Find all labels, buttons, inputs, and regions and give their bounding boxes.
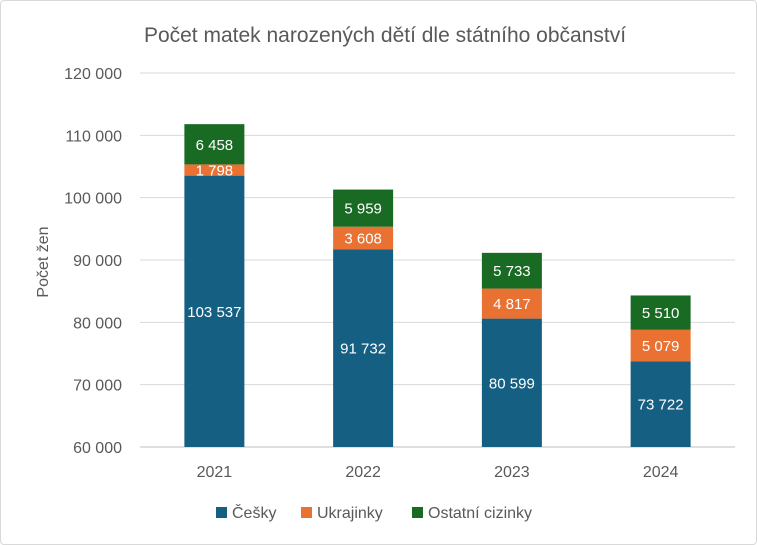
data-label: 6 458 (196, 137, 234, 154)
legend-label: Češky (232, 503, 276, 522)
x-tick-label: 2022 (345, 464, 381, 481)
x-tick-label: 2023 (494, 464, 530, 481)
y-tick-label: 70 000 (73, 378, 122, 395)
bar-ostatní-cizinky-2024 (630, 295, 691, 330)
bar-ukrajinky-2023 (481, 288, 542, 319)
legend-label: Ostatní cizinky (428, 505, 532, 522)
data-label: 5 079 (642, 338, 680, 355)
data-label: 3 608 (344, 230, 382, 247)
bar-češky-2024 (630, 361, 691, 447)
data-label: 4 817 (493, 296, 531, 313)
bar-ukrajinky-2022 (333, 226, 394, 250)
y-tick-label: 110 000 (65, 128, 122, 145)
legend-label: Ukrajinky (317, 505, 383, 522)
x-tick-label: 2021 (197, 464, 233, 481)
x-tick-label: 2024 (643, 464, 679, 481)
data-label: 5 733 (493, 263, 531, 280)
bar-ostatní-cizinky-2023 (481, 252, 542, 289)
data-label: 91 732 (340, 341, 386, 358)
data-label: 1 798 (196, 163, 234, 180)
bar-ostatní-cizinky-2021 (184, 124, 245, 165)
legend-swatch (216, 507, 227, 518)
bar-ukrajinky-2021 (184, 164, 245, 176)
y-axis-label: Počet žen (35, 226, 52, 297)
bar-češky-2022 (333, 249, 394, 447)
bar-ukrajinky-2024 (630, 329, 691, 362)
y-tick-label: 80 000 (73, 315, 122, 332)
data-label: 80 599 (489, 375, 535, 392)
data-label: 5 959 (344, 201, 382, 218)
legend-swatch (412, 507, 423, 518)
y-tick-label: 100 000 (64, 191, 122, 208)
legend-swatch (301, 507, 312, 518)
bar-češky-2023 (481, 318, 542, 447)
data-label: 73 722 (638, 397, 684, 414)
y-tick-label: 60 000 (73, 440, 122, 457)
data-label: 103 537 (187, 304, 241, 321)
y-tick-label: 120 000 (64, 66, 122, 83)
bar-ostatní-cizinky-2022 (333, 189, 394, 227)
bar-češky-2021 (184, 175, 245, 447)
chart-title: Počet matek narozených dětí dle státního… (144, 24, 626, 47)
data-label: 5 510 (642, 305, 680, 322)
y-tick-label: 90 000 (73, 253, 122, 270)
